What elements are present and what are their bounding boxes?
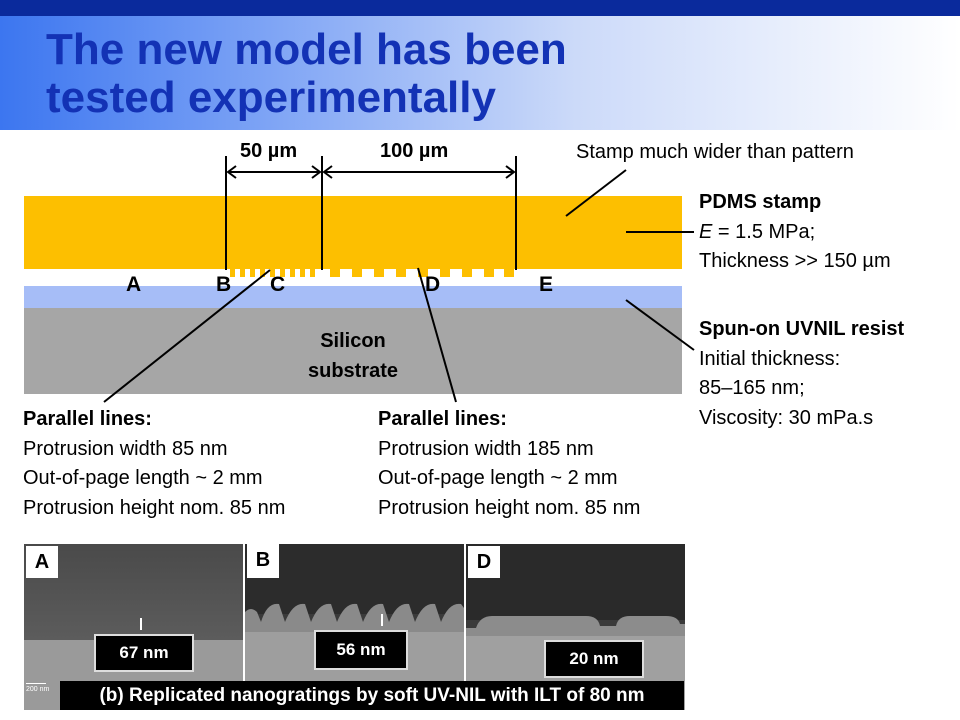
point-d: D	[425, 273, 441, 296]
sem-label-a: A	[26, 546, 58, 578]
point-b: B	[216, 273, 232, 296]
dimension-arrows	[226, 165, 516, 179]
resist-dots	[228, 283, 510, 286]
title-line-2: tested experimentally	[46, 73, 496, 122]
dimension-50um: 50 µm	[240, 140, 298, 162]
point-e: E	[539, 273, 554, 296]
scale-bar	[26, 683, 46, 684]
resist-layer	[24, 286, 682, 308]
point-c: C	[270, 273, 286, 296]
sem-label-d: D	[468, 546, 500, 578]
title-band	[0, 16, 960, 130]
slide-title: The new model has been tested experiment…	[46, 26, 567, 122]
measurement-b: 56 nm	[314, 630, 408, 670]
sem-caption: (b) Replicated nanogratings by soft UV-N…	[60, 681, 684, 710]
dimension-100um: 100 µm	[380, 140, 449, 162]
pdms-stamp-callout: PDMS stamp E = 1.5 MPa; Thickness >> 150…	[699, 191, 891, 272]
resist-callout: Spun-on UVNIL resist Initial thickness: …	[699, 318, 905, 429]
stamp-note: Stamp much wider than pattern	[576, 141, 854, 163]
measurement-d: 20 nm	[544, 640, 644, 678]
callout-fine-lines: Parallel lines: Protrusion width 85 nm O…	[23, 408, 286, 519]
scale-bar-label: 200 nm	[26, 686, 50, 693]
measurement-a: 67 nm	[94, 634, 194, 672]
top-bar	[0, 0, 960, 16]
sem-label-b: B	[247, 544, 279, 578]
pdms-stamp	[24, 196, 682, 269]
protrusions-fine	[230, 269, 315, 277]
point-a: A	[126, 273, 142, 296]
callout-wide-lines: Parallel lines: Protrusion width 185 nm …	[378, 408, 641, 519]
protrusions-wide	[330, 269, 514, 277]
title-line-1: The new model has been	[46, 25, 567, 74]
leader-lines	[103, 169, 695, 403]
substrate-label: Silicon substrate	[307, 330, 399, 382]
